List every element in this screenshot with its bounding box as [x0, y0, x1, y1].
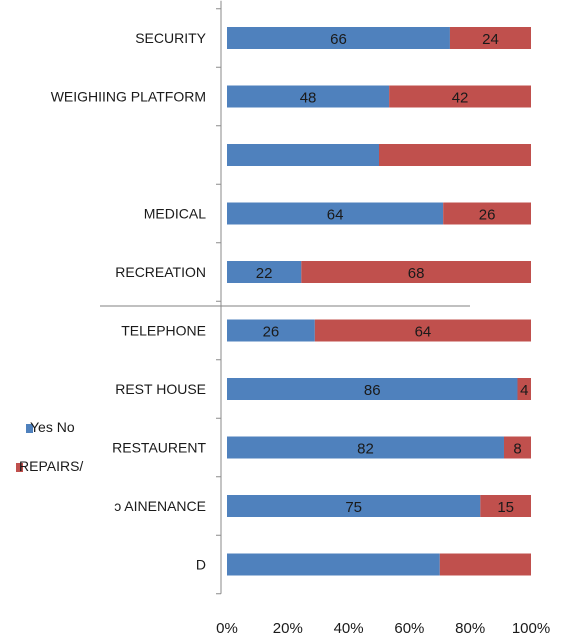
bar-no [314, 319, 531, 342]
category-label: MEDICAL [144, 206, 206, 222]
bar-yes [227, 27, 450, 49]
x-tick-label: 60% [394, 620, 424, 637]
bar-no [480, 495, 531, 517]
data-label-yes: 66 [330, 31, 347, 48]
category-label: SECURITY [135, 30, 206, 46]
data-label-no: 42 [452, 90, 469, 107]
x-tick-label: 100% [512, 620, 550, 637]
legend-no-swatch [16, 462, 23, 472]
bar-yes [227, 144, 379, 166]
legend-yes-no: Yes No [26, 419, 75, 435]
bar-yes [227, 261, 302, 283]
legend-repairs: REPAIRS/ [16, 458, 83, 474]
category-label: TELEPHONE [121, 323, 206, 339]
category-label: REST HOUSE [115, 381, 206, 397]
data-label-yes: 86 [364, 382, 381, 399]
data-label-yes: 22 [256, 265, 273, 282]
bar-no [443, 202, 531, 225]
data-label-no: 68 [408, 265, 425, 282]
legend-repairs-text: REPAIRS/ [19, 458, 84, 474]
data-label-no: 26 [479, 207, 496, 224]
bar-yes [227, 436, 504, 459]
bar-no [449, 27, 531, 49]
data-label-yes: 75 [345, 499, 362, 516]
category-label: RESTAURENT [112, 440, 206, 456]
data-label-yes: 82 [357, 441, 374, 458]
bar-yes [227, 85, 390, 108]
bar-yes [227, 378, 518, 400]
x-tick-label: 40% [334, 620, 364, 637]
data-label-no: 24 [482, 31, 499, 48]
bar-no [379, 144, 531, 166]
x-tick-label: 80% [455, 620, 485, 637]
bar-yes [227, 202, 444, 225]
category-label: ↄ AINENANCE [114, 498, 206, 514]
data-label-yes: 64 [327, 207, 344, 224]
bar-yes [227, 319, 315, 342]
data-label-yes: 26 [263, 324, 280, 341]
bar-no [503, 436, 531, 459]
category-label: WEIGHIING PLATFORM [51, 89, 206, 105]
data-label-no: 4 [520, 382, 528, 399]
bar-no [517, 378, 531, 400]
data-label-no: 8 [513, 441, 521, 458]
bars-layer [227, 27, 531, 576]
data-label-no: 64 [415, 324, 432, 341]
axis-layer [216, 0, 222, 595]
bar-yes [227, 553, 440, 576]
category-label: RECREATION [115, 264, 206, 280]
legend-yes-swatch [26, 423, 33, 433]
bar-no [389, 85, 531, 108]
category-label: D [196, 557, 206, 573]
bar-no [439, 553, 531, 576]
data-label-no: 15 [497, 499, 514, 516]
data-label-yes: 48 [300, 90, 317, 107]
bar-no [301, 261, 531, 283]
x-tick-label: 20% [273, 620, 303, 637]
legend-yes-no-text: Yes No [30, 419, 75, 435]
x-tick-label: 0% [216, 620, 238, 637]
bar-yes [227, 495, 481, 517]
